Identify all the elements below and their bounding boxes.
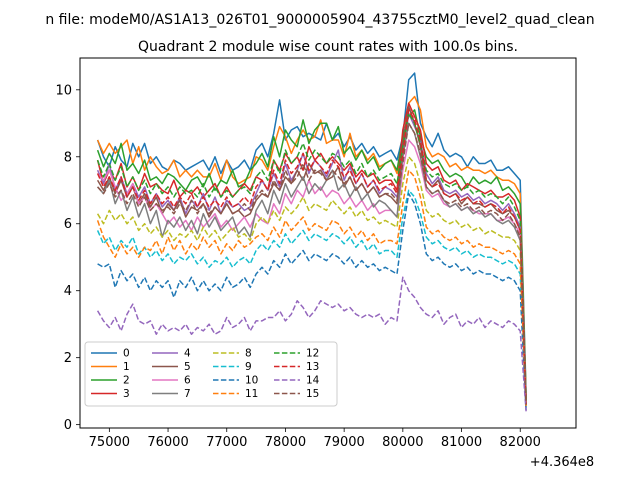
legend-label-6: 6	[184, 375, 191, 387]
series-line-14	[96, 276, 527, 412]
series-line-8	[96, 156, 527, 405]
series-line-9	[96, 189, 527, 408]
x-axis: 75000 76000 77000 78000 79000 80000 81000 82000	[89, 428, 541, 450]
series-line-11	[96, 169, 527, 408]
x-tick-label: 80000	[382, 435, 423, 450]
legend-label-1: 1	[123, 361, 130, 373]
y-tick-label: 8	[64, 150, 72, 165]
series-line-5	[96, 105, 527, 405]
series-line-13	[96, 109, 527, 405]
series-line-15	[97, 122, 527, 405]
x-tick-label: 78000	[265, 435, 306, 450]
plot-lines	[96, 72, 527, 412]
legend-label-7: 7	[184, 388, 191, 400]
x-tick-label: 75000	[89, 435, 130, 450]
y-tick-label: 2	[64, 351, 72, 366]
legend-label-9: 9	[245, 361, 252, 373]
series-line-3	[96, 102, 527, 402]
legend-label-15: 15	[306, 388, 319, 400]
y-tick-label: 10	[55, 83, 72, 98]
legend-label-8: 8	[245, 348, 252, 360]
legend-label-10: 10	[245, 375, 258, 387]
figure-suptitle: n file: modeM0/AS1A13_026T01_9000005904_…	[45, 12, 594, 28]
x-offset-label: +4.364e8	[530, 455, 594, 470]
series-line-2	[96, 109, 527, 398]
legend-label-14: 14	[306, 375, 320, 387]
legend-label-4: 4	[184, 348, 191, 360]
legend-label-5: 5	[184, 361, 191, 373]
plot-frame	[79, 57, 577, 429]
x-tick-label: 81000	[441, 435, 482, 450]
legend-label-3: 3	[123, 388, 130, 400]
series-line-4	[96, 112, 527, 402]
legend-label-2: 2	[123, 375, 130, 387]
series-line-10	[97, 192, 527, 412]
x-tick-label: 77000	[206, 435, 247, 450]
legend-label-0: 0	[123, 348, 130, 360]
legend-label-12: 12	[306, 348, 319, 360]
legend-label-11: 11	[245, 388, 258, 400]
legend-box	[84, 341, 338, 407]
y-tick-label: 6	[64, 217, 72, 232]
y-axis: 0 2 4 6 8 10	[55, 83, 80, 433]
legend-label-13: 13	[306, 361, 319, 373]
x-tick-label: 76000	[147, 435, 188, 450]
chart-title: Quadrant 2 module wise count rates with …	[138, 39, 518, 55]
series-line-12	[96, 112, 527, 402]
y-tick-label: 0	[64, 418, 72, 433]
x-tick-label: 82000	[500, 435, 541, 450]
series-line-7	[97, 122, 527, 405]
x-tick-label: 79000	[323, 435, 364, 450]
y-tick-label: 4	[64, 284, 72, 299]
